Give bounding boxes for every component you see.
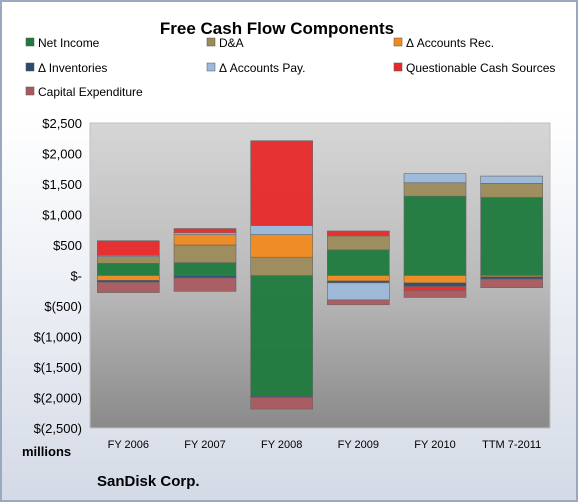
y-tick-label: $1,500	[42, 177, 82, 192]
legend-swatch	[25, 86, 35, 96]
y-tick-label: $500	[53, 238, 82, 253]
bar-segment	[403, 173, 467, 184]
y-tick-label: $(2,000)	[34, 391, 82, 406]
bar-segment	[173, 228, 237, 234]
bar-segment	[403, 195, 467, 276]
bar-segment	[327, 282, 390, 301]
legend-swatch	[25, 37, 35, 47]
legend-label: D&A	[219, 36, 244, 50]
y-tick-label: $(2,500)	[34, 421, 82, 436]
bar-segment	[250, 234, 313, 258]
legend-item: Δ Accounts Pay.	[206, 61, 306, 75]
bar-segment	[327, 249, 390, 276]
bar-segment	[97, 281, 160, 293]
bar-segment	[403, 275, 467, 284]
bar-segment	[327, 299, 390, 306]
bar-segment	[250, 256, 313, 276]
company-label: SanDisk Corp.	[97, 473, 200, 490]
legend-swatch	[206, 37, 216, 47]
bar-segment	[173, 262, 237, 276]
legend-label: Δ Accounts Rec.	[406, 36, 494, 50]
plot-area	[89, 122, 551, 429]
legend-swatch	[206, 62, 216, 72]
bar-segment	[97, 262, 160, 276]
bar-segment	[250, 225, 313, 235]
bar-segment	[327, 230, 390, 237]
bar-segment	[403, 286, 467, 292]
legend-item: Capital Expenditure	[25, 85, 143, 99]
y-tick-label: $2,000	[42, 147, 82, 162]
y-tick-label: $2,500	[42, 116, 82, 131]
y-tick-label: $(1,500)	[34, 360, 82, 375]
bar-segment	[97, 275, 160, 281]
bar-segment	[250, 397, 313, 410]
bar-segment	[480, 175, 543, 184]
legend-swatch	[393, 37, 403, 47]
bar-segment	[327, 275, 390, 282]
x-tick-label: FY 2010	[414, 439, 455, 451]
bar-segment	[250, 140, 313, 226]
x-tick-label: FY 2009	[338, 439, 379, 451]
units-label: millions	[22, 444, 71, 459]
bar-segment	[173, 277, 237, 292]
bar-segment	[403, 290, 467, 298]
bar-segment	[480, 197, 543, 276]
bar-segment	[403, 282, 467, 287]
bar-segment	[480, 183, 543, 198]
bar-segment	[173, 275, 237, 279]
bars	[97, 140, 543, 410]
legend-item: Δ Inventories	[25, 61, 107, 75]
legend: Net Income D&A Δ Accounts Rec. Δ Inventorie…	[25, 36, 555, 99]
legend-swatch	[393, 62, 403, 72]
bar-segment	[250, 275, 313, 397]
legend-item: D&A	[206, 36, 244, 50]
legend-item: Δ Accounts Rec.	[393, 36, 494, 50]
bar-segment	[173, 244, 237, 263]
legend-item: Net Income	[25, 36, 100, 50]
x-tick-label: FY 2006	[108, 439, 149, 451]
legend-item: Questionable Cash Sources	[393, 61, 555, 75]
bar-segment	[97, 256, 160, 264]
legend-label: Δ Accounts Pay.	[219, 61, 306, 75]
y-tick-label: $1,000	[42, 208, 82, 223]
bar-segment	[480, 278, 543, 289]
y-axis: $2,500 $2,000 $1,500 $1,000 $500 $- $(500) $(1,…	[34, 116, 82, 436]
x-axis: FY 2006 FY 2007 FY 2008 FY 2009 FY 2010 TTM 7…	[108, 439, 542, 451]
bar-segment	[97, 240, 160, 256]
bar-segment	[403, 182, 467, 197]
legend-label: Capital Expenditure	[38, 85, 143, 99]
x-tick-label: FY 2007	[184, 439, 225, 451]
x-tick-label: TTM 7-2011	[482, 439, 541, 451]
bar-segment	[480, 276, 543, 280]
legend-label: Δ Inventories	[38, 61, 107, 75]
legend-swatch	[25, 62, 35, 72]
bar-segment	[173, 234, 237, 246]
x-tick-label: FY 2008	[261, 439, 302, 451]
y-tick-label: $(1,000)	[34, 330, 82, 345]
y-tick-label: $-	[70, 269, 82, 284]
bar-segment	[327, 235, 390, 251]
chart-title: Free Cash Flow Components	[160, 19, 394, 38]
legend-label: Net Income	[38, 36, 100, 50]
y-tick-label: $(500)	[44, 299, 82, 314]
legend-label: Questionable Cash Sources	[406, 61, 555, 75]
